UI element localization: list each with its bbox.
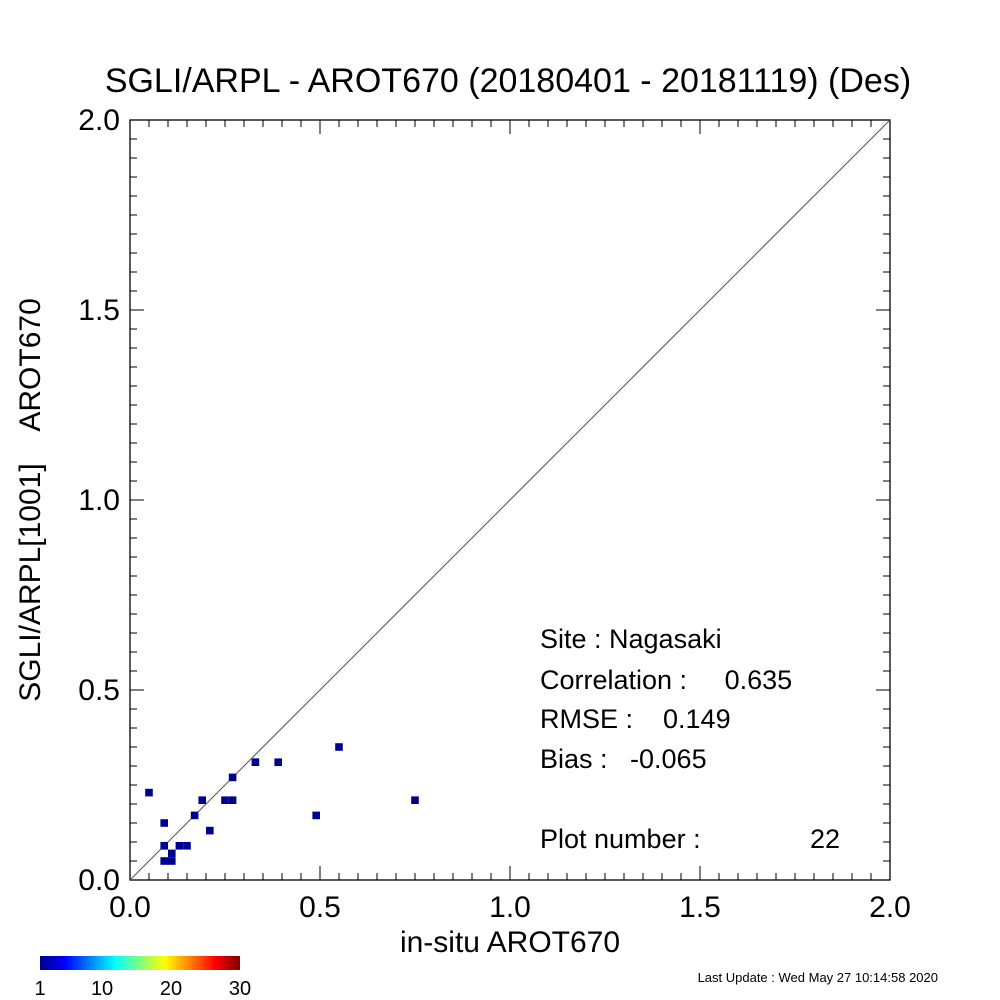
colorbar-tick-label: 20 [160,978,182,1000]
data-point [160,819,168,827]
y-tick-label: 1.0 [78,484,120,517]
x-tick-label: 0.5 [299,891,341,924]
y-tick-label: 0.0 [78,864,120,897]
y-tick-label: 1.5 [78,294,120,327]
stats-annotation: Site : Nagasaki Correlation : 0.635 RMSE… [540,624,840,854]
colorbar-tick-label: 30 [229,978,251,1000]
y-tick-labels: 0.0 0.5 1.0 1.5 2.0 [78,104,120,897]
data-point [198,796,206,804]
correlation-text: Correlation : 0.635 [540,665,792,695]
data-point [411,796,419,804]
site-text: Site : Nagasaki [540,624,722,654]
y-tick-label: 2.0 [78,104,120,137]
data-point [335,743,343,751]
colorbar-tick-label: 1 [34,978,45,1000]
x-axis-label: in-situ AROT670 [400,926,620,959]
data-point [160,857,168,865]
major-ticks [129,119,891,881]
data-point [168,857,176,865]
colorbar-tick-label: 10 [91,978,113,1000]
colorbar-gradient [40,956,240,970]
one-to-one-line [129,119,891,881]
data-points [145,743,419,865]
data-point [145,788,153,797]
data-point [168,849,176,858]
y-tick-label: 0.5 [78,674,120,707]
last-update-text: Last Update : Wed May 27 10:14:58 2020 [698,970,938,985]
bias-text: Bias : -0.065 [540,744,707,774]
rmse-text: RMSE : 0.149 [540,704,731,734]
data-point [206,826,214,835]
minor-ticks [130,120,890,880]
x-tick-label: 1.0 [489,891,531,924]
data-point [274,758,282,766]
data-point [221,796,229,804]
data-point [228,773,237,782]
x-tick-labels: 0.0 0.5 1.0 1.5 2.0 [109,891,911,924]
chart-title: SGLI/ARPL - AROT670 (20180401 - 20181119… [105,62,911,100]
x-tick-label: 2.0 [869,891,911,924]
data-point [251,758,260,766]
data-point [190,811,199,820]
data-point [228,796,237,804]
data-point [183,842,191,850]
data-point [312,811,320,820]
x-tick-label: 1.5 [679,891,721,924]
plot-number-value: 22 [810,824,840,854]
colorbar-tick-labels: 1 10 20 30 [34,978,251,1000]
plot-number-label: Plot number : [540,824,701,854]
data-point [160,842,168,850]
colorbar: 1 10 20 30 [34,956,251,1000]
x-tick-label: 0.0 [109,891,151,924]
data-point [175,842,184,850]
y-axis-label: SGLI/ARPL[1001] AROT670 [14,298,47,702]
